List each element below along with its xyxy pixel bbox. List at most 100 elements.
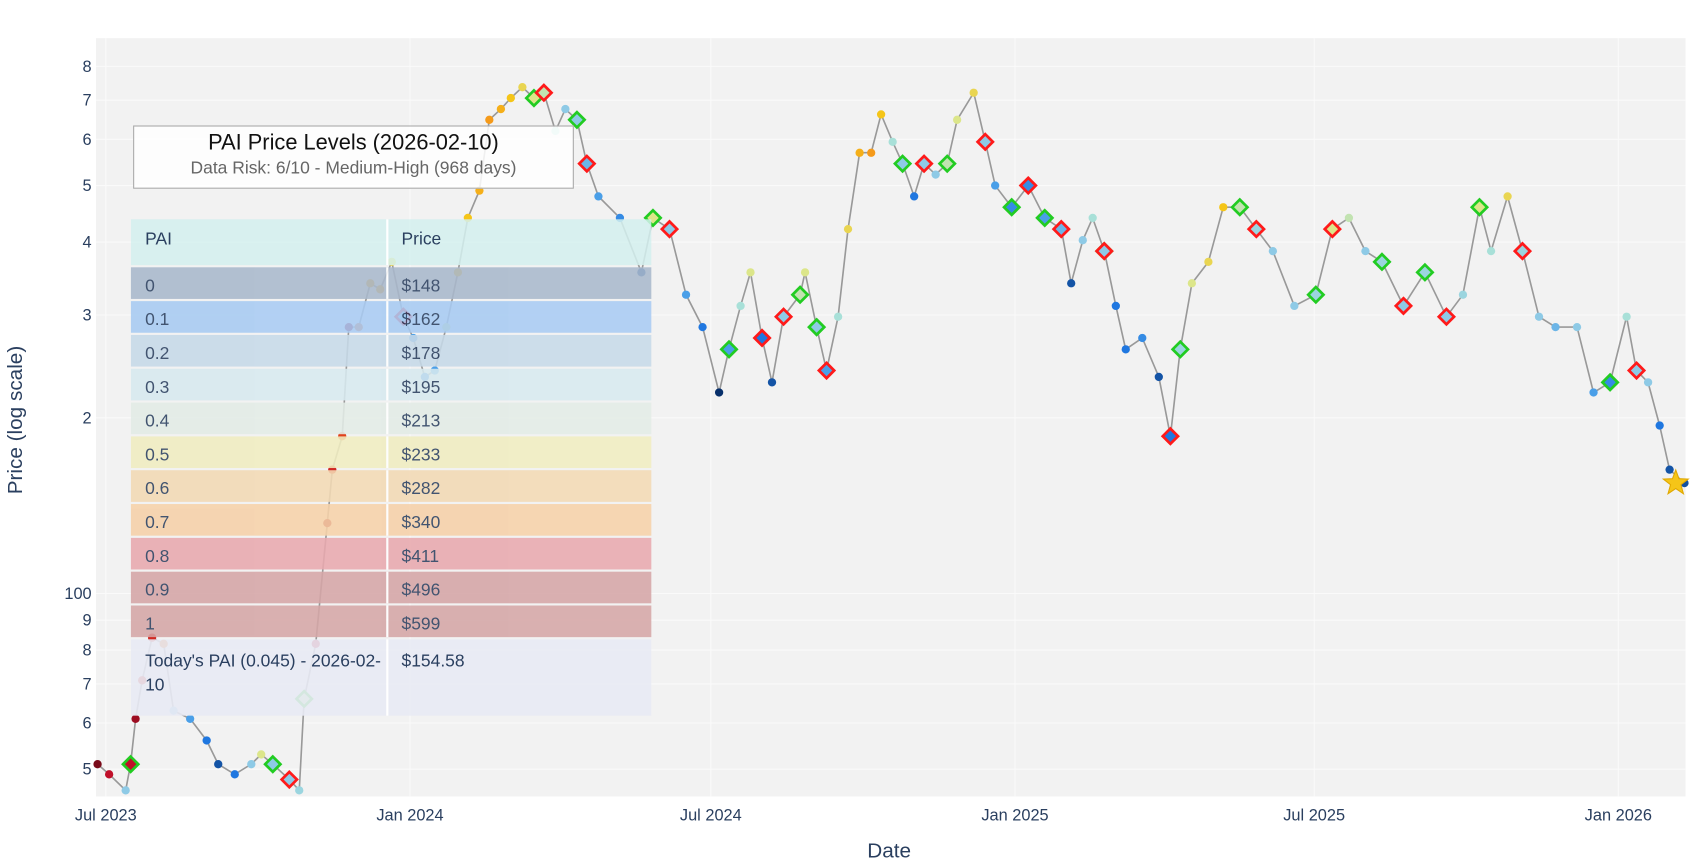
price-point [1551, 322, 1560, 332]
chart-title-box: PAI Price Levels (2026-02-10) Data Risk:… [133, 125, 574, 189]
level-price: $233 [401, 446, 441, 465]
header-price: Price [401, 230, 442, 249]
y-tick-label: 5 [83, 761, 92, 779]
buy-signal-marker [263, 754, 283, 774]
x-axis-title: Date [867, 840, 911, 863]
today-star-icon [1661, 468, 1690, 495]
y-tick-label: 6 [83, 131, 92, 149]
price-point [1078, 236, 1087, 245]
price-point [1290, 301, 1299, 311]
price-point [855, 148, 864, 157]
buy-signal-marker [1469, 197, 1490, 217]
level-price: $148 [401, 277, 441, 296]
table-row: 0.6 $282 [130, 470, 652, 502]
sell-signal-marker [1436, 307, 1457, 327]
sell-signal-marker [1322, 219, 1342, 239]
price-point [1121, 345, 1130, 354]
price-point [230, 770, 239, 779]
price-point [104, 770, 114, 779]
price-point [1187, 279, 1197, 288]
price-point [681, 290, 691, 299]
price-point [247, 760, 256, 769]
level-pai: 0.8 [131, 537, 389, 570]
level-pai: 0.5 [131, 436, 389, 469]
buy-signal-marker [1306, 285, 1326, 305]
sell-signal-marker [1393, 296, 1414, 316]
y-tick-label: 6 [83, 714, 92, 732]
level-pai: 0.7 [131, 504, 389, 536]
sell-signal-marker [1051, 219, 1071, 239]
level-pai: 0.9 [131, 571, 389, 604]
y-axis-ticks: 5 6 7 8 9 100 2 3 4 5 6 7 8 [64, 58, 91, 779]
price-point [1067, 279, 1076, 288]
buy-signal-marker [1035, 208, 1055, 228]
y-axis-title: Price (log scale) [4, 346, 27, 495]
price-point [698, 322, 707, 332]
today-pai-label: Today's PAI (0.045) - 2026-02-10 [131, 639, 389, 716]
sell-signal-marker [577, 154, 597, 174]
price-point [93, 760, 102, 769]
sell-signal-marker [774, 307, 794, 327]
buy-signal-marker [937, 154, 957, 174]
x-tick-label: Jul 2024 [680, 806, 742, 824]
table-row: 0.9 $496 [130, 571, 652, 604]
sell-signal-marker [534, 83, 554, 103]
chart-title: PAI Price Levels (2026-02-10) [208, 130, 499, 155]
buy-signal-marker [1170, 339, 1190, 359]
price-point [800, 268, 810, 277]
price-point [910, 192, 919, 201]
y-tick-label: 7 [83, 675, 92, 693]
buy-signal-marker [643, 208, 663, 228]
x-tick-label: Jul 2023 [75, 806, 137, 824]
price-point [1111, 301, 1120, 311]
price-point [1486, 246, 1496, 256]
table-row: 1 $599 [130, 605, 652, 638]
table-header: PAI Price [130, 219, 652, 266]
buy-signal-marker [790, 285, 810, 305]
price-point [888, 137, 897, 147]
level-price: $411 [401, 547, 440, 567]
table-row: 0 $148 [130, 267, 652, 299]
table-row: 0.7 $340 [130, 504, 652, 536]
price-point [1138, 333, 1147, 343]
price-point [1655, 421, 1664, 430]
buy-signal-marker [1600, 372, 1620, 392]
sell-signal-marker [659, 219, 680, 239]
today-row: Today's PAI (0.045) - 2026-02-10 $154.58 [130, 639, 652, 716]
price-point [1665, 465, 1674, 474]
table-row: 0.3 $195 [130, 368, 652, 401]
price-point [867, 148, 876, 157]
sell-signal-marker [1094, 241, 1114, 261]
buy-signal-marker [719, 339, 739, 359]
price-point [506, 93, 515, 103]
price-point [257, 750, 266, 759]
level-price: $213 [401, 412, 441, 431]
price-point [1622, 312, 1631, 321]
level-price: $162 [401, 310, 441, 330]
x-tick-label: Jan 2026 [1585, 806, 1652, 824]
price-point [1458, 290, 1468, 299]
level-price: $195 [401, 378, 441, 398]
sell-signal-marker [1160, 426, 1180, 446]
buy-signal-marker [567, 110, 587, 130]
price-point [952, 115, 962, 124]
level-price: $496 [401, 581, 441, 601]
level-pai: 0.1 [131, 301, 389, 333]
level-pai: 0.3 [131, 368, 389, 401]
level-pai: 0.6 [131, 470, 389, 502]
price-point [1503, 192, 1512, 201]
today-marker [1661, 468, 1690, 495]
price-point [131, 714, 140, 723]
y-tick-label: 3 [83, 306, 92, 324]
x-tick-label: Jan 2024 [376, 806, 443, 824]
table-row: 0.8 $411 [130, 537, 652, 570]
buy-signal-marker [807, 317, 827, 337]
sell-signal-marker [752, 328, 772, 348]
level-pai: 0.2 [131, 334, 389, 367]
level-pai: 1 [131, 605, 389, 638]
buy-signal-marker [121, 754, 141, 774]
price-point [1154, 372, 1163, 382]
buy-signal-marker [893, 154, 913, 174]
y-tick-label: 7 [83, 92, 92, 110]
